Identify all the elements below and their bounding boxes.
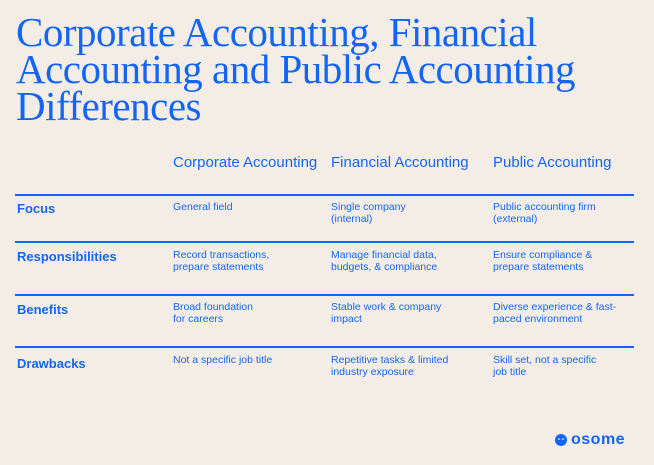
table-cell: Not a specific job title bbox=[173, 354, 273, 366]
column-header-corporate: Corporate Accounting bbox=[173, 154, 318, 171]
osome-logo: osome bbox=[555, 431, 625, 449]
table-cell: Public accounting firm (external) bbox=[493, 201, 596, 225]
smiley-face-icon bbox=[555, 434, 567, 446]
column-header-public: Public Accounting bbox=[493, 154, 612, 171]
table-cell: Single company (internal) bbox=[331, 201, 406, 225]
table-cell: Ensure compliance & prepare statements bbox=[493, 249, 593, 273]
divider bbox=[15, 294, 634, 296]
row-label-responsibilities: Responsibilities bbox=[17, 249, 117, 264]
table-cell: Manage financial data, budgets, & compli… bbox=[331, 249, 438, 273]
logo-text: osome bbox=[571, 431, 626, 448]
table-cell: Diverse experience & fast-paced environm… bbox=[493, 301, 617, 325]
row-label-drawbacks: Drawbacks bbox=[17, 356, 86, 371]
page-title: Corporate Accounting, Financial Accounti… bbox=[16, 9, 576, 129]
table-cell: Stable work & company impact bbox=[331, 301, 442, 325]
table-cell: Repetitive tasks & limited industry expo… bbox=[331, 354, 449, 378]
row-label-focus: Focus bbox=[17, 201, 56, 216]
table-cell: Broad foundation for careers bbox=[173, 301, 253, 325]
table-cell: General field bbox=[173, 201, 233, 213]
divider bbox=[15, 194, 634, 196]
row-label-benefits: Benefits bbox=[17, 302, 69, 317]
divider bbox=[15, 241, 634, 243]
table-cell: Record transactions, prepare statements bbox=[173, 249, 270, 273]
table-cell: Skill set, not a specific job title bbox=[493, 354, 597, 378]
column-header-financial: Financial Accounting bbox=[331, 154, 469, 171]
divider bbox=[15, 346, 634, 348]
